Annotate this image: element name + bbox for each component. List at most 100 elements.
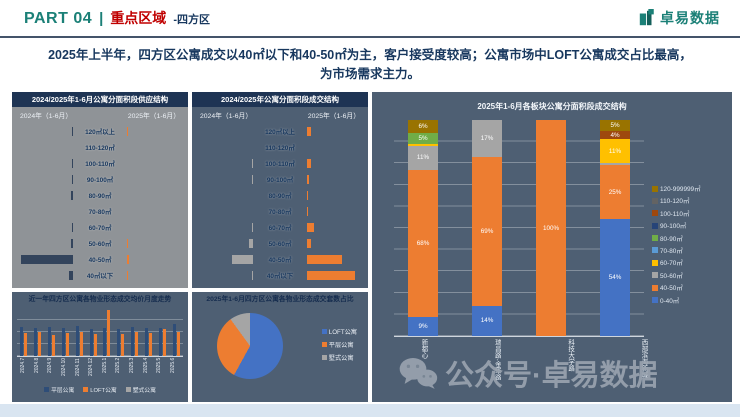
legend-item: 墅式公寓: [321, 353, 357, 362]
bar-segment-80-90㎡: 5%: [408, 132, 438, 144]
category-label: 90-100㎡: [86, 176, 114, 184]
category-label: 50-60㎡: [88, 240, 112, 248]
category-label: 40㎡以下: [266, 272, 294, 280]
legend-swatch: [321, 341, 327, 347]
bar-group: [89, 308, 97, 356]
right-bar-zone: [127, 190, 183, 200]
bar-LOFT公寓: [93, 334, 97, 356]
bar-segment-40-50㎡: 25%: [600, 165, 630, 220]
category-label: 90-100㎡: [266, 176, 294, 184]
x-tick: 瑞昌路-金华路: [481, 339, 511, 380]
right-bar-zone: [127, 206, 183, 216]
title-separator: |: [99, 10, 104, 27]
legend-swatch: [652, 297, 658, 304]
legend-swatch: [652, 185, 658, 192]
right-series-label: 2025年（1-6月）: [127, 113, 180, 120]
category-label: 100-110㎡: [85, 160, 115, 168]
butterfly-row: 40-50㎡: [197, 251, 363, 267]
bar-segment-60-70㎡: [408, 143, 438, 146]
bar-LOFT公寓: [24, 333, 27, 356]
chart-legend: 120-999999㎡ 110-120㎡ 100-110㎡ 90-100㎡ 80-90㎡…: [652, 184, 701, 305]
butterfly-row: 60-70㎡: [197, 219, 363, 235]
left-bar-zone: [17, 238, 73, 248]
bar-2025: [307, 174, 309, 184]
panel-title: 2025年1-6月四方区公寓各物业形态成交套数占比: [206, 296, 354, 303]
bar-segment-120-999999㎡: 6%: [408, 120, 438, 133]
legend-swatch: [83, 386, 89, 392]
butterfly-row: 40㎡以下: [17, 267, 183, 283]
right-bar-zone: [127, 126, 183, 136]
right-bar-zone: [127, 142, 183, 152]
data-label: 9%: [418, 322, 428, 330]
legend-label: 墅式公寓: [132, 387, 156, 394]
x-tick-label: 2025.2: [115, 357, 122, 374]
legend-swatch: [652, 210, 658, 217]
left-series-label: 2024年（1-6月）: [200, 113, 253, 120]
bar-平层公寓: [33, 328, 37, 356]
legend-item: LOFT公寓: [321, 327, 357, 336]
left-bar-zone: [197, 174, 253, 184]
bar-平层公寓: [145, 327, 149, 356]
x-tick-label: 科技大学路: [566, 339, 574, 372]
category-label: 80-90㎡: [268, 192, 292, 200]
bar-segment-40-50㎡: 68%: [408, 169, 438, 317]
stacked-bar: 14% 69% 17%: [472, 120, 502, 336]
bar-2025: [307, 222, 315, 232]
bar-2024: [71, 190, 73, 200]
right-bar-zone: [307, 126, 363, 136]
legend-swatch: [652, 197, 658, 204]
legend-label: LOFT公寓: [328, 328, 357, 336]
butterfly-row: 40㎡以下: [197, 267, 363, 283]
butterfly-chart-supply: 120㎡以上 110-120㎡ 100-110㎡ 90-100㎡ 80-90㎡ 70-80…: [12, 121, 188, 285]
brand-logo: 卓易数据: [638, 8, 720, 28]
right-bar-zone: [127, 270, 183, 280]
data-label: 68%: [416, 239, 430, 247]
bar-group: [33, 308, 41, 356]
legend-label: 120-999999㎡: [660, 186, 701, 193]
bar-LOFT公寓: [163, 328, 167, 356]
legend-swatch: [652, 247, 658, 254]
pie-chart-area: LOFT公寓 平层公寓 墅式公寓: [197, 305, 363, 387]
left-bar-zone: [197, 142, 253, 152]
bar-2024: [71, 238, 73, 248]
bar-group: [47, 308, 55, 356]
bar-group: [75, 308, 83, 356]
series-labels: 2024年（1-6月） 2025年（1-6月）: [12, 107, 188, 121]
bar-2024: [251, 270, 253, 280]
bar-2025: [307, 126, 312, 136]
bar-2024: [248, 238, 253, 248]
x-tick: 西部滨海新城: [628, 339, 658, 380]
bar-LOFT公寓: [37, 332, 41, 356]
x-tick-label: 2024.10: [60, 357, 67, 376]
x-tick-label: 西部滨海新城: [639, 339, 647, 378]
stacked-bar: 9% 68% 11% 5% 6%: [408, 120, 438, 336]
bar-2025: [307, 238, 311, 248]
x-axis-labels: 新都心 瑞昌路-金华路 科技大学路 西部滨海新城: [394, 339, 672, 380]
category-label: 100-110㎡: [265, 160, 295, 168]
legend-label: 110-120㎡: [660, 198, 690, 206]
left-bar-zone: [17, 190, 73, 200]
right-bar-zone: [307, 222, 363, 232]
bar-2024: [231, 254, 253, 264]
legend-item: 100-110㎡: [652, 209, 701, 218]
butterfly-row: 110-120㎡: [197, 139, 363, 155]
legend-label: 50-60㎡: [660, 272, 683, 280]
bar-2024: [71, 174, 73, 184]
left-bar-zone: [17, 254, 73, 264]
legend-item: 平层公寓: [44, 385, 74, 394]
right-bar-zone: [307, 142, 363, 152]
butterfly-row: 80-90㎡: [17, 187, 183, 203]
panel-title: 2024/2025年1-6月公寓分面积段供应结构: [12, 92, 188, 107]
panel-supply-structure: 2024/2025年1-6月公寓分面积段供应结构 2024年（1-6月） 202…: [12, 92, 188, 288]
bar-group: [61, 308, 69, 356]
legend-swatch: [652, 272, 658, 279]
legend-item: 90-100㎡: [652, 221, 701, 230]
bar-平层公寓: [61, 328, 65, 356]
bar-LOFT公寓: [51, 334, 55, 356]
bar-LOFT公寓: [79, 332, 83, 356]
x-tick: 新都心: [408, 339, 438, 380]
stacked-chart-plot: 9% 68% 11% 5% 6% 14% 69% 17% 100% 54% 25% 11% 4% 5%: [394, 120, 644, 337]
data-label: 5%: [610, 121, 620, 129]
bar-segment-50-60㎡: [600, 163, 630, 166]
x-tick-label: 2025.4: [142, 357, 149, 374]
